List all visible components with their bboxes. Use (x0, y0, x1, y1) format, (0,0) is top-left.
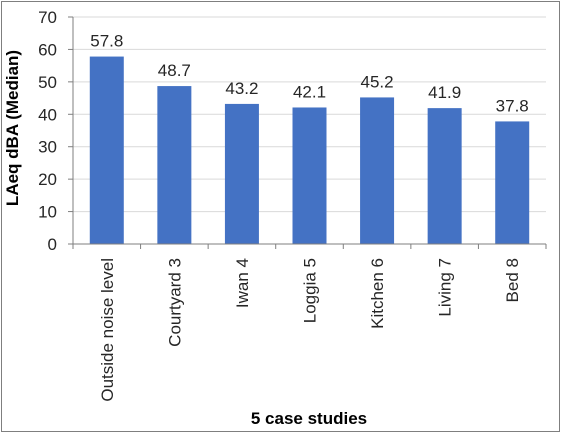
x-tick-label: Iwan 4 (233, 258, 252, 308)
bar (157, 86, 192, 244)
y-tick-label: 40 (38, 105, 57, 124)
data-label: 57.8 (90, 32, 123, 51)
x-tick-label: Bed 8 (503, 258, 522, 302)
bar (224, 103, 259, 244)
y-tick-label: 0 (48, 235, 57, 254)
y-axis-title: LAeq dBA (Median) (3, 50, 22, 206)
data-label: 48.7 (158, 61, 191, 80)
y-tick-label: 60 (38, 40, 57, 59)
bar (495, 121, 530, 244)
data-label: 43.2 (225, 79, 258, 98)
x-tick-label: Courtyard 3 (165, 258, 184, 347)
y-tick-label: 20 (38, 170, 57, 189)
bar (427, 108, 462, 244)
y-tick-label: 10 (38, 203, 57, 222)
data-labels: 57.8 48.7 43.2 42.1 45.2 41.9 37.8 (90, 32, 529, 116)
axes (68, 16, 547, 249)
y-tick-label: 50 (38, 73, 57, 92)
bar (292, 107, 327, 245)
y-tick-label: 30 (38, 138, 57, 157)
bar (89, 56, 124, 244)
data-label: 37.8 (496, 96, 529, 115)
y-tick-labels: 0 10 20 30 40 50 60 70 (38, 8, 57, 254)
x-axis-title: 5 case studies (251, 409, 367, 428)
x-tick-label: Loggia 5 (301, 258, 320, 323)
x-tick-label: Kitchen 6 (368, 258, 387, 329)
x-tick-labels: Outside noise level Courtyard 3 Iwan 4 Logg… (98, 258, 522, 402)
y-tick-label: 70 (38, 8, 57, 27)
x-tick-label: Living 7 (436, 258, 455, 317)
bars (89, 56, 530, 245)
bar (360, 97, 395, 245)
x-tick-label: Outside noise level (98, 258, 117, 402)
data-label: 45.2 (361, 72, 394, 91)
gridlines (73, 16, 546, 213)
data-label: 42.1 (293, 82, 326, 101)
data-label: 41.9 (428, 83, 461, 102)
